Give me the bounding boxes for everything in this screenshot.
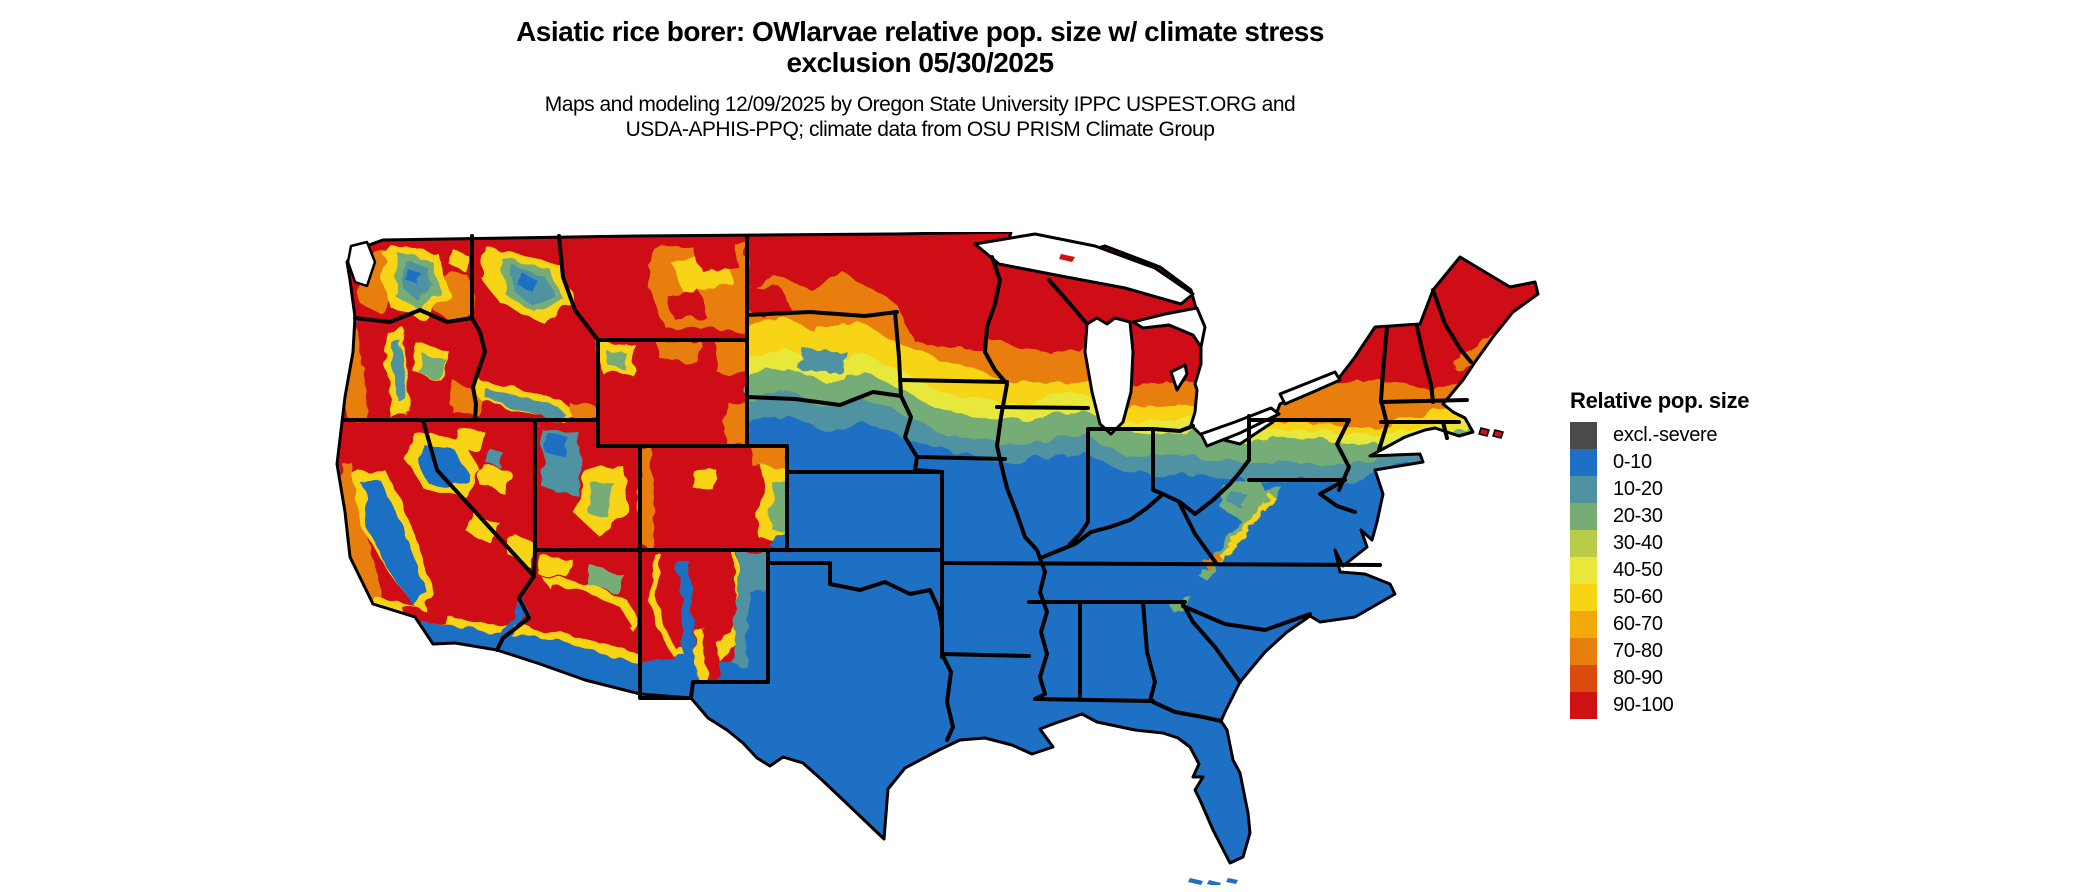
state-borders	[341, 234, 1473, 742]
legend-row: 60-70	[1570, 611, 1790, 638]
us-map-svg	[335, 232, 1540, 885]
legend-swatch	[1570, 476, 1597, 503]
legend-swatch	[1570, 503, 1597, 530]
legend-swatch	[1570, 584, 1597, 611]
legend-label: 10-20	[1613, 478, 1663, 500]
legend-label: 90-100	[1613, 694, 1674, 716]
offshore-features	[1059, 254, 1504, 885]
legend-row: 30-40	[1570, 530, 1790, 557]
legend-row: 80-90	[1570, 665, 1790, 692]
legend-row: 70-80	[1570, 638, 1790, 665]
legend-label: excl.-severe	[1613, 424, 1718, 446]
legend-swatch	[1570, 611, 1597, 638]
map-subtitle: Maps and modeling 12/09/2025 by Oregon S…	[340, 92, 1500, 142]
legend-row: 0-10	[1570, 449, 1790, 476]
western-overlay	[337, 234, 787, 699]
lake-superior	[973, 232, 1195, 306]
legend-label: 40-50	[1613, 559, 1663, 581]
legend-label: 0-10	[1613, 451, 1652, 473]
legend-label: 30-40	[1613, 532, 1663, 554]
regional-patches	[747, 235, 1535, 612]
map-legend: Relative pop. size excl.-severe 0-10 10-20…	[1570, 388, 1790, 719]
great-lakes	[346, 232, 1342, 448]
us-map	[335, 232, 1540, 885]
map-subtitle-line2: USDA-APHIS-PPQ; climate data from OSU PR…	[625, 118, 1215, 141]
legend-title: Relative pop. size	[1570, 388, 1750, 413]
lake-erie	[1199, 406, 1281, 448]
legend-row: 50-60	[1570, 584, 1790, 611]
puget-sound	[346, 240, 377, 288]
lake-ontario	[1278, 370, 1342, 406]
saginaw-bay	[1169, 363, 1189, 392]
map-title-line2: exclusion 05/30/2025	[786, 47, 1054, 78]
legend-row: 10-20	[1570, 476, 1790, 503]
legend-swatch	[1570, 665, 1597, 692]
island-marthas-vineyard	[1492, 429, 1504, 439]
legend-label: 50-60	[1613, 586, 1663, 608]
legend-row: excl.-severe	[1570, 422, 1790, 449]
legend-label: 70-80	[1613, 640, 1663, 662]
legend-row: 40-50	[1570, 557, 1790, 584]
legend-swatch	[1570, 638, 1597, 665]
legend-swatch	[1570, 557, 1597, 584]
florida-keys	[1188, 878, 1238, 885]
legend-swatch	[1570, 692, 1597, 719]
lake-huron	[1131, 306, 1207, 349]
map-title-line1: Asiatic rice borer: OWlarvae relative po…	[516, 16, 1324, 47]
island-nantucket	[1478, 427, 1490, 437]
lake-michigan	[1083, 316, 1135, 436]
legend-row: 90-100	[1570, 692, 1790, 719]
legend-swatch	[1570, 530, 1597, 557]
legend-swatch	[1570, 449, 1597, 476]
legend-swatch	[1570, 422, 1597, 449]
isle-royale	[1059, 254, 1075, 262]
map-subtitle-line1: Maps and modeling 12/09/2025 by Oregon S…	[544, 93, 1296, 116]
map-title: Asiatic rice borer: OWlarvae relative po…	[340, 16, 1500, 78]
legend-items: excl.-severe 0-10 10-20 20-30 30-40 40-50 50-6…	[1570, 422, 1790, 719]
legend-label: 60-70	[1613, 613, 1663, 635]
legend-label: 20-30	[1613, 505, 1663, 527]
legend-row: 20-30	[1570, 503, 1790, 530]
legend-label: 80-90	[1613, 667, 1663, 689]
